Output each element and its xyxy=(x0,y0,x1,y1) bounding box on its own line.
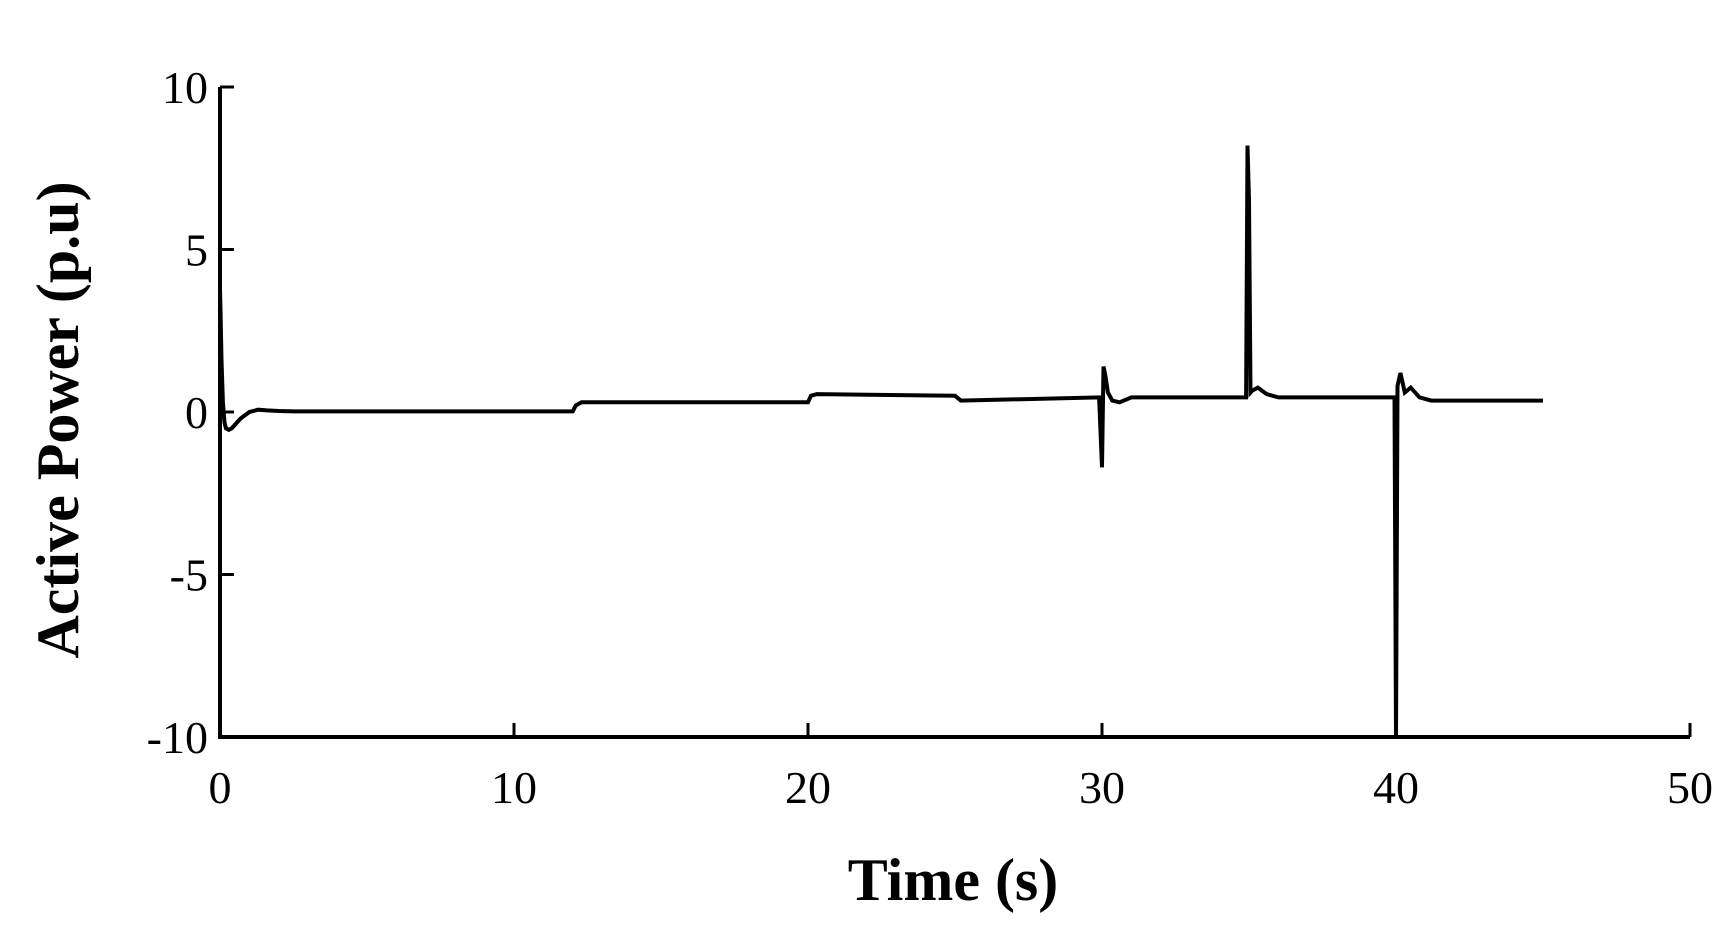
y-tick-label: 5 xyxy=(185,225,208,276)
y-axis-label: Active Power (p.u) xyxy=(25,181,91,658)
x-tick-label: 50 xyxy=(1667,762,1713,813)
series-line xyxy=(218,145,1543,738)
x-tick-label: 40 xyxy=(1373,762,1419,813)
x-axis-label: Time (s) xyxy=(848,847,1059,913)
series-group xyxy=(218,145,1543,738)
x-tick-label: 10 xyxy=(491,762,537,813)
y-tick-label: 0 xyxy=(185,387,208,438)
x-tick-label: 30 xyxy=(1079,762,1125,813)
y-tick-label: 10 xyxy=(162,62,208,113)
y-tick-label: -10 xyxy=(147,712,208,763)
x-tick-label: 0 xyxy=(209,762,232,813)
y-tick-label: -5 xyxy=(170,550,208,601)
x-tick-label: 20 xyxy=(785,762,831,813)
